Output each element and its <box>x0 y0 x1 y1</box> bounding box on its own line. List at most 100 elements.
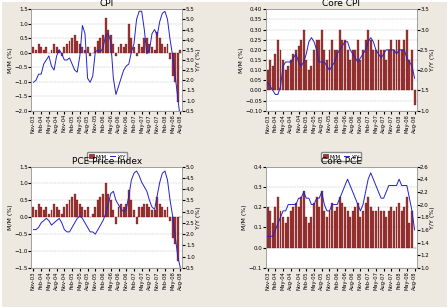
Bar <box>359 60 362 91</box>
Bar <box>313 203 315 248</box>
Bar <box>53 204 55 217</box>
Bar <box>128 190 130 217</box>
Bar <box>99 197 101 217</box>
Bar <box>156 197 158 217</box>
Bar <box>326 217 328 248</box>
Bar <box>303 191 305 248</box>
Bar <box>323 211 325 248</box>
Bar <box>66 204 68 217</box>
Bar <box>61 53 63 56</box>
Bar <box>40 47 42 53</box>
Bar <box>282 217 284 248</box>
Bar <box>148 207 151 217</box>
Bar <box>321 30 323 91</box>
Bar <box>344 207 346 248</box>
Bar <box>318 207 320 248</box>
Bar <box>95 47 96 53</box>
Y-axis label: Y/Y (%): Y/Y (%) <box>430 206 435 229</box>
Bar <box>125 204 127 217</box>
Bar <box>269 211 271 248</box>
Bar <box>306 60 307 91</box>
Bar <box>344 40 346 91</box>
Bar <box>174 217 176 244</box>
Bar <box>69 41 70 53</box>
Bar <box>370 207 372 248</box>
Bar <box>71 197 73 217</box>
Bar <box>130 200 132 217</box>
Bar <box>112 44 114 53</box>
Bar <box>403 207 405 248</box>
Bar <box>269 60 271 91</box>
Bar <box>380 211 382 248</box>
Bar <box>339 197 341 248</box>
Bar <box>393 50 395 91</box>
Bar <box>97 41 99 53</box>
Bar <box>102 35 104 53</box>
Bar <box>354 207 356 248</box>
Bar <box>349 217 351 248</box>
Bar <box>306 217 307 248</box>
Bar <box>372 50 374 91</box>
Bar <box>336 207 338 248</box>
Bar <box>331 203 333 248</box>
Bar <box>297 207 300 248</box>
Y-axis label: M/M (%): M/M (%) <box>8 205 13 230</box>
Bar <box>334 50 336 91</box>
Bar <box>297 46 300 91</box>
Bar <box>156 32 158 53</box>
Bar <box>362 50 364 91</box>
Bar <box>293 54 294 91</box>
Bar <box>310 66 312 91</box>
Bar <box>409 60 410 91</box>
Y-axis label: M/M (%): M/M (%) <box>239 47 244 73</box>
Bar <box>177 217 179 261</box>
Bar <box>115 217 117 224</box>
Bar <box>328 211 331 248</box>
Bar <box>336 50 338 91</box>
Bar <box>172 53 174 76</box>
Bar <box>167 207 168 217</box>
Bar <box>154 210 155 217</box>
Bar <box>105 18 107 53</box>
Bar <box>172 217 174 237</box>
Bar <box>365 203 366 248</box>
Bar <box>365 40 366 91</box>
Bar <box>123 207 125 217</box>
Bar <box>414 91 416 105</box>
Bar <box>367 197 369 248</box>
Bar <box>133 210 135 217</box>
Bar <box>328 50 331 91</box>
Bar <box>138 44 140 53</box>
Y-axis label: M/M (%): M/M (%) <box>8 47 13 73</box>
Bar <box>112 210 114 217</box>
Bar <box>274 54 276 91</box>
Bar <box>141 207 142 217</box>
Bar <box>82 47 83 53</box>
Bar <box>143 38 145 53</box>
Bar <box>117 207 120 217</box>
Bar <box>267 70 269 91</box>
Bar <box>53 44 55 53</box>
Bar <box>61 214 63 217</box>
Bar <box>99 38 101 53</box>
Bar <box>169 217 171 221</box>
Bar <box>174 53 176 82</box>
Bar <box>56 207 58 217</box>
Bar <box>58 50 60 53</box>
Bar <box>38 44 39 53</box>
Bar <box>74 35 76 53</box>
Bar <box>95 207 96 217</box>
Bar <box>120 204 122 217</box>
Bar <box>40 207 42 217</box>
Bar <box>146 38 148 53</box>
Bar <box>84 210 86 217</box>
Bar <box>390 207 392 248</box>
Bar <box>280 211 281 248</box>
Bar <box>159 204 161 217</box>
Bar <box>148 44 151 53</box>
Bar <box>359 217 362 248</box>
Bar <box>295 203 297 248</box>
Bar <box>347 211 349 248</box>
Bar <box>35 210 37 217</box>
Bar <box>272 66 274 91</box>
